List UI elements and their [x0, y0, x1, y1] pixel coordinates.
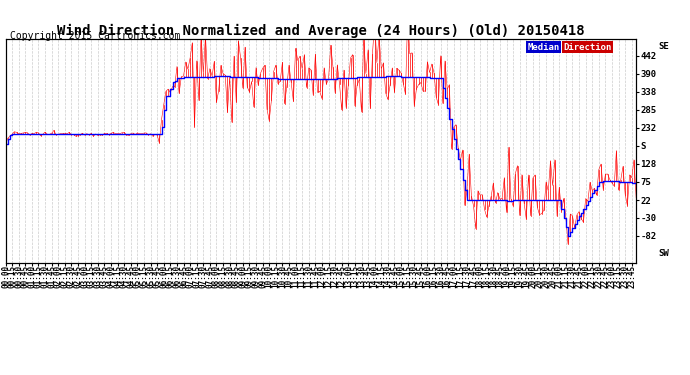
Text: Copyright 2015 Cartronics.com: Copyright 2015 Cartronics.com — [10, 32, 181, 41]
Title: Wind Direction Normalized and Average (24 Hours) (Old) 20150418: Wind Direction Normalized and Average (2… — [57, 24, 584, 38]
Text: SE: SE — [658, 42, 669, 51]
Text: Median: Median — [528, 43, 560, 52]
Text: SW: SW — [658, 249, 669, 258]
Text: Direction: Direction — [564, 43, 612, 52]
